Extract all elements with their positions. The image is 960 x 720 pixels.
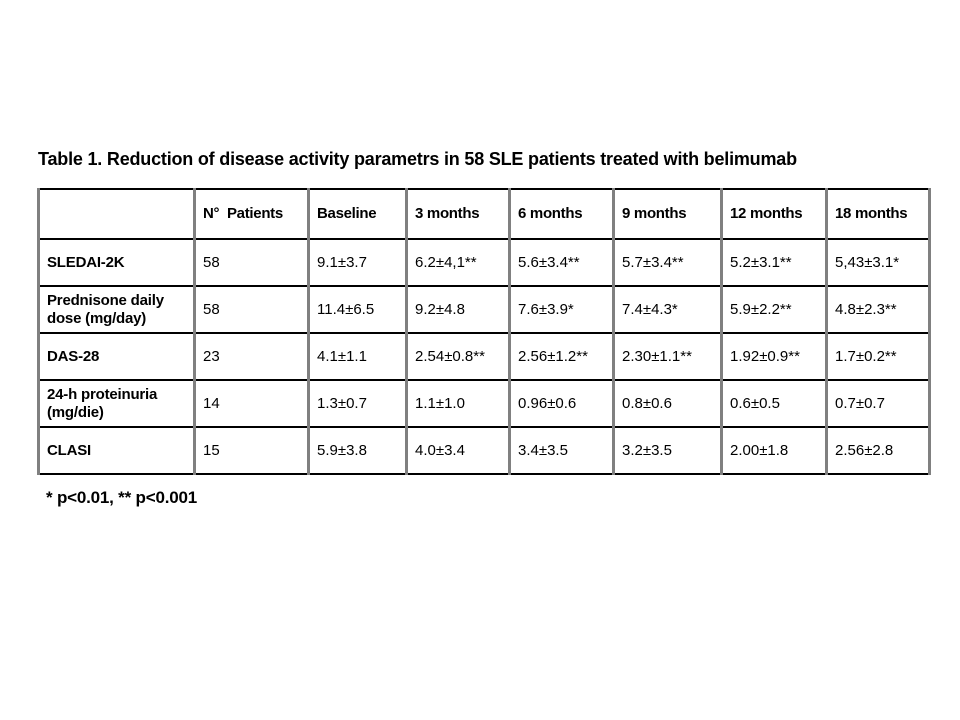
value-cell: 0.6±0.5 [720, 379, 828, 428]
value-cell: 9.2±4.8 [405, 285, 511, 334]
header-cell-18-months: 18 months [825, 188, 931, 240]
value-cell: 3.4±3.5 [508, 426, 615, 475]
header-cell-9-months: 9 months [612, 188, 723, 240]
n-patients-cell: 58 [193, 285, 310, 334]
header-cell-6-months: 6 months [508, 188, 615, 240]
value-cell: 5,43±3.1* [825, 238, 931, 287]
value-cell: 4.0±3.4 [405, 426, 511, 475]
n-patients-cell: 14 [193, 379, 310, 428]
header-cell-3-months: 3 months [405, 188, 511, 240]
significance-footnote: * p<0.01, ** p<0.001 [46, 488, 197, 507]
table-row-das28: DAS-28 23 4.1±1.1 2.54±0.8** 2.56±1.2** … [37, 332, 931, 381]
table-row-sledai: SLEDAI-2K 58 9.1±3.7 6.2±4,1** 5.6±3.4**… [37, 238, 931, 287]
row-label: DAS-28 [37, 332, 196, 381]
value-cell: 1.7±0.2** [825, 332, 931, 381]
value-cell: 5.9±2.2** [720, 285, 828, 334]
value-cell: 1.1±1.0 [405, 379, 511, 428]
value-cell: 1.3±0.7 [307, 379, 408, 428]
value-cell: 2.00±1.8 [720, 426, 828, 475]
value-cell: 5.2±3.1** [720, 238, 828, 287]
header-cell-12-months: 12 months [720, 188, 828, 240]
n-patients-cell: 58 [193, 238, 310, 287]
table-row-clasi: CLASI 15 5.9±3.8 4.0±3.4 3.4±3.5 3.2±3.5… [37, 426, 931, 475]
value-cell: 3.2±3.5 [612, 426, 723, 475]
value-cell: 0.96±0.6 [508, 379, 615, 428]
value-cell: 1.92±0.9** [720, 332, 828, 381]
row-label: Prednisone daily dose (mg/day) [37, 285, 196, 334]
value-cell: 11.4±6.5 [307, 285, 408, 334]
value-cell: 5.6±3.4** [508, 238, 615, 287]
n-patients-cell: 23 [193, 332, 310, 381]
value-cell: 2.30±1.1** [612, 332, 723, 381]
row-label: CLASI [37, 426, 196, 475]
value-cell: 0.7±0.7 [825, 379, 931, 428]
value-cell: 7.4±4.3* [612, 285, 723, 334]
value-cell: 2.54±0.8** [405, 332, 511, 381]
value-cell: 2.56±1.2** [508, 332, 615, 381]
header-cell-baseline: Baseline [307, 188, 408, 240]
value-cell: 4.8±2.3** [825, 285, 931, 334]
value-cell: 5.9±3.8 [307, 426, 408, 475]
value-cell: 4.1±1.1 [307, 332, 408, 381]
value-cell: 9.1±3.7 [307, 238, 408, 287]
value-cell: 6.2±4,1** [405, 238, 511, 287]
value-cell: 5.7±3.4** [612, 238, 723, 287]
header-row: N° Patients Baseline 3 months 6 months 9… [37, 188, 931, 240]
value-cell: 2.56±2.8 [825, 426, 931, 475]
table-row-prednisone: Prednisone daily dose (mg/day) 58 11.4±6… [37, 285, 931, 334]
table-row-proteinuria: 24-h proteinuria (mg/die) 14 1.3±0.7 1.1… [37, 379, 931, 428]
disease-activity-table: N° Patients Baseline 3 months 6 months 9… [37, 188, 931, 475]
header-cell-parameter [37, 188, 196, 240]
n-patients-cell: 15 [193, 426, 310, 475]
value-cell: 7.6±3.9* [508, 285, 615, 334]
row-label: SLEDAI-2K [37, 238, 196, 287]
value-cell: 0.8±0.6 [612, 379, 723, 428]
table-title: Table 1. Reduction of disease activity p… [38, 149, 797, 169]
header-cell-n-patients: N° Patients [193, 188, 310, 240]
row-label: 24-h proteinuria (mg/die) [37, 379, 196, 428]
